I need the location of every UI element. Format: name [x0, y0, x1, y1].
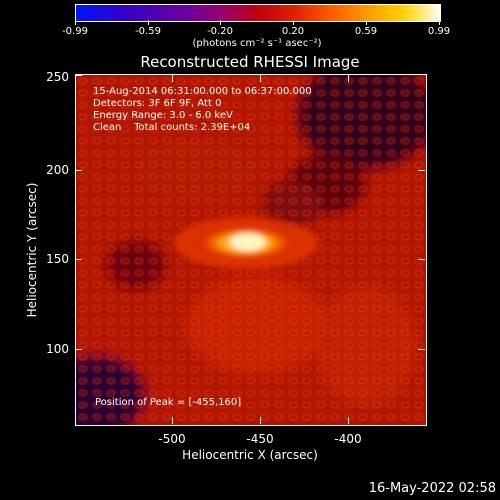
detectors-info: Detectors: 3F 6F 9F, Att 0: [93, 98, 222, 109]
x-tick-mark: [348, 75, 349, 82]
x-tick-mark: [172, 417, 173, 424]
colorbar-tick: [439, 20, 440, 25]
x-axis-label: Heliocentric X (arcsec): [182, 448, 318, 462]
y-axis-label: Heliocentric Y (arcsec): [25, 182, 39, 318]
y-tick-mark: [418, 259, 425, 260]
colorbar-tick-label: 0.20: [281, 26, 305, 37]
x-tick-mark: [260, 75, 261, 82]
y-tick-label: 200: [46, 163, 69, 177]
x-tick-mark: [348, 417, 349, 424]
y-tick-mark: [418, 349, 425, 350]
x-tick-mark: [260, 417, 261, 424]
y-tick-mark: [75, 75, 82, 76]
colorbar-tick-label: -0.20: [207, 26, 233, 37]
observation-time: 15-Aug-2014 06:31:00.000 to 06:37:00.000: [93, 86, 312, 97]
colorbar-tick-label: -0.99: [62, 26, 88, 37]
x-tick-mark: [172, 75, 173, 82]
y-tick-mark: [75, 170, 82, 171]
colorbar: [75, 4, 441, 22]
colorbar-tick-label: 0.59: [354, 26, 378, 37]
colorbar-tick: [75, 20, 76, 25]
colorbar-tick: [148, 20, 149, 25]
energy-range: Energy Range: 3.0 - 6.0 keV: [93, 110, 233, 121]
colorbar-tick-label: 0.99: [427, 26, 451, 37]
y-tick-mark: [75, 259, 82, 260]
solar-intensity-map: [76, 75, 426, 425]
generation-timestamp: 16-May-2022 02:58: [368, 481, 496, 496]
colorbar-tick: [366, 20, 367, 25]
x-tick-label: -500: [158, 432, 186, 446]
x-tick-label: -450: [246, 432, 274, 446]
y-tick-mark: [418, 170, 425, 171]
y-tick-mark: [75, 349, 82, 350]
x-tick-label: -400: [334, 432, 362, 446]
y-tick-label: 100: [46, 342, 69, 356]
colorbar-tick: [220, 20, 221, 25]
clean-total-counts: Clean Total counts: 2.39E+04: [93, 122, 251, 133]
y-tick-label: 250: [46, 70, 69, 84]
peak-position: Position of Peak = [-455,160]: [95, 397, 242, 408]
image-title: Reconstructed RHESSI Image: [140, 53, 360, 71]
colorbar-unit-label: (photons cm⁻² s⁻¹ asec⁻²): [192, 38, 322, 49]
solar-image-panel: [75, 74, 427, 426]
colorbar-tick: [293, 20, 294, 25]
y-tick-label: 150: [46, 252, 69, 266]
colorbar-tick-label: -0.59: [135, 26, 161, 37]
